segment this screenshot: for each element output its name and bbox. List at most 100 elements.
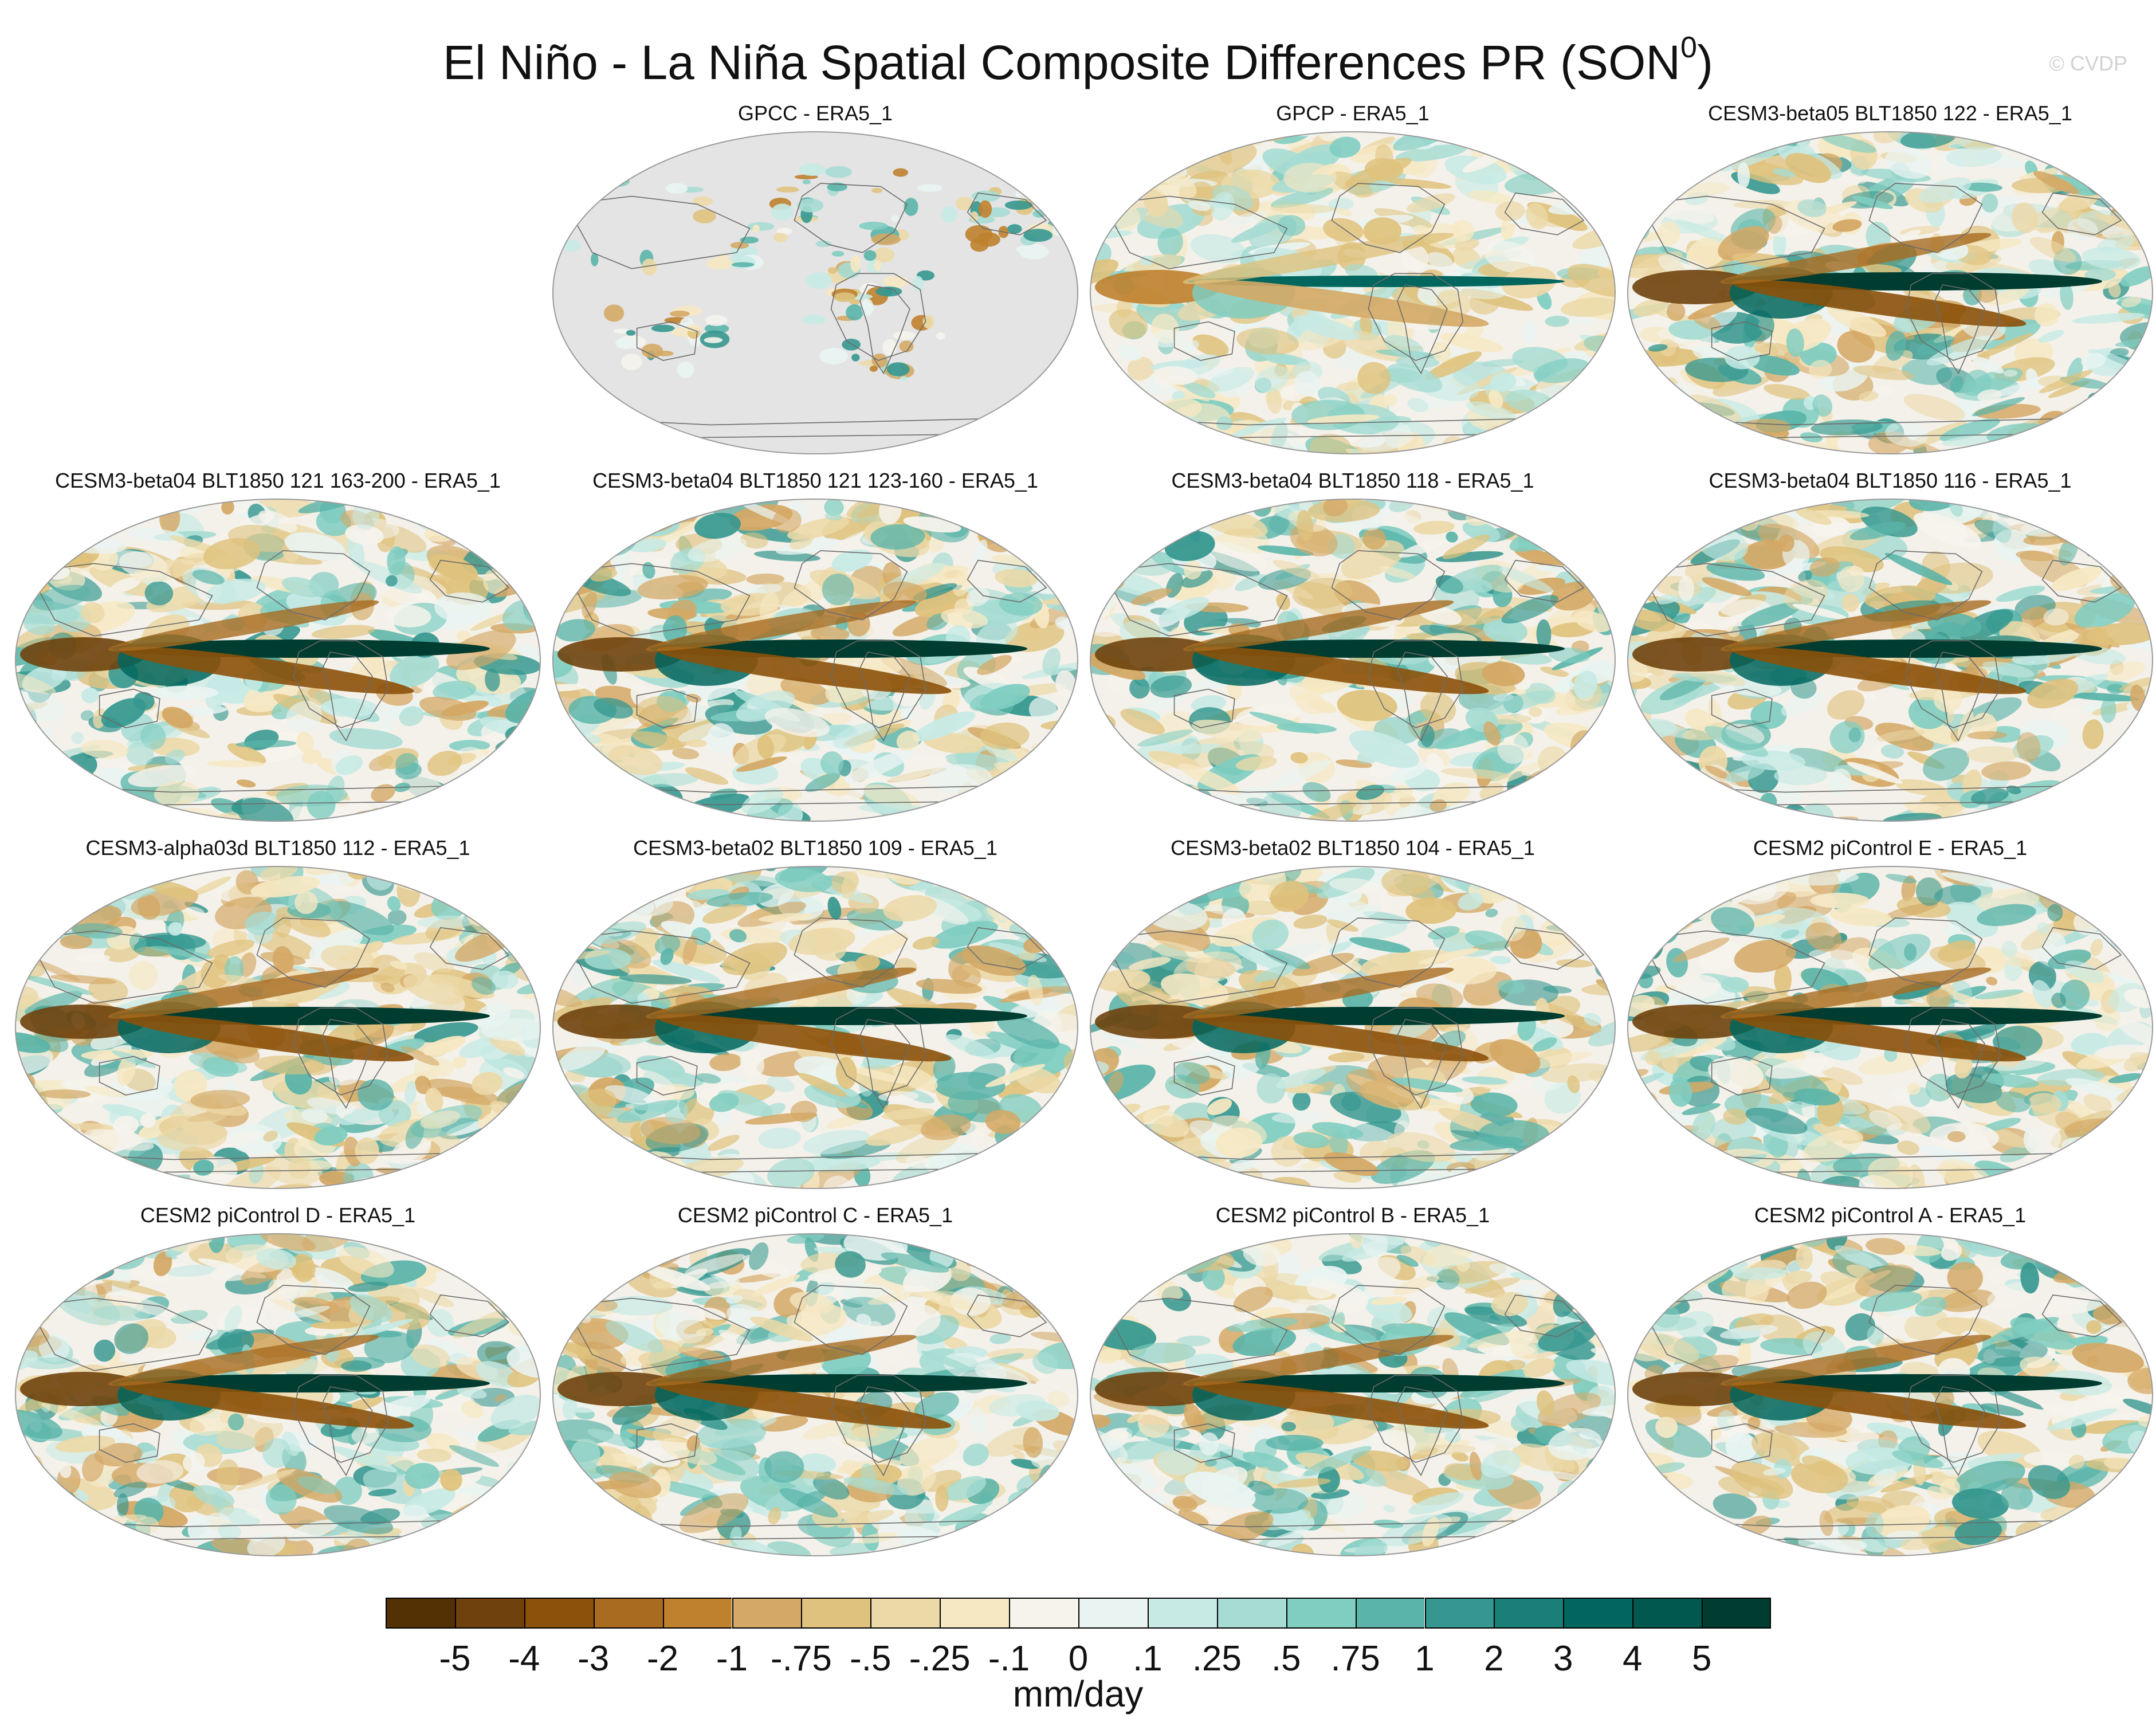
anomaly-patch — [686, 324, 701, 332]
anomaly-patch — [2086, 517, 2150, 527]
australia-outline — [1173, 321, 1235, 361]
anomaly-patch — [227, 1413, 244, 1431]
anomaly-patch — [1543, 150, 1599, 176]
anomaly-patch — [1293, 1132, 1329, 1148]
anomaly-patch — [1868, 933, 1931, 972]
south-america-outline — [1397, 1019, 1448, 1109]
anomaly-patch — [553, 558, 596, 576]
anomaly-patch — [482, 906, 540, 935]
anomaly-patch — [2127, 903, 2153, 913]
anomaly-patch — [351, 1425, 379, 1445]
anomaly-patch — [1184, 560, 1202, 580]
anomaly-patch — [1328, 198, 1354, 211]
anomaly-patch — [2131, 365, 2153, 394]
anomaly-patch — [1965, 370, 1992, 394]
anomaly-patch — [1706, 562, 1765, 581]
anomaly-patch — [1231, 942, 1301, 974]
anomaly-patch — [33, 779, 62, 787]
anomaly-patch — [1528, 707, 1542, 717]
anomaly-patch — [2102, 1154, 2119, 1184]
anomaly-patch — [1252, 919, 1289, 951]
spcz-dry-anomaly — [119, 1014, 414, 1062]
anomaly-patch — [1828, 768, 1852, 795]
anomaly-patch — [1231, 417, 1287, 437]
anomaly-patch — [802, 179, 811, 185]
map-border — [552, 866, 1078, 1189]
anomaly-patch — [1184, 382, 1216, 398]
anomaly-patch — [1254, 965, 1295, 982]
anomaly-patch — [1786, 328, 1804, 357]
anomaly-patch — [1753, 342, 1795, 357]
anomaly-patch — [2002, 866, 2031, 880]
anomaly-patch — [481, 1018, 540, 1041]
anomaly-patch — [128, 811, 175, 821]
panel-title: CESM3-beta04 BLT1850 118 - ERA5_1 — [1171, 469, 1534, 492]
anomaly-patch — [1048, 1106, 1078, 1117]
anomaly-patch — [1053, 221, 1065, 237]
anomaly-patch — [1360, 1140, 1391, 1161]
anomaly-patch — [1567, 538, 1615, 558]
anomaly-patch — [513, 922, 540, 952]
anomaly-patch — [990, 794, 1036, 813]
anomaly-patch — [871, 353, 887, 368]
anomaly-patch — [39, 1089, 91, 1099]
anomaly-patch — [626, 329, 636, 336]
anomaly-patch — [1628, 764, 1671, 793]
anomaly-patch — [84, 513, 108, 539]
anomaly-patch — [2061, 1136, 2104, 1154]
anomaly-patch — [40, 797, 103, 813]
anomaly-patch — [776, 538, 841, 555]
anomaly-patch — [767, 1158, 815, 1188]
anomaly-patch — [1420, 692, 1456, 724]
anomaly-patch — [1635, 1155, 1662, 1166]
anomaly-patch — [1018, 1149, 1078, 1169]
anomaly-patch — [497, 508, 537, 533]
anomaly-patch — [1090, 1183, 1156, 1188]
anomaly-patch — [1387, 1132, 1456, 1163]
anomaly-patch — [1942, 924, 1961, 935]
anomaly-patch — [1385, 178, 1452, 189]
anomaly-patch — [1506, 1174, 1523, 1188]
anomaly-patch — [1794, 508, 1832, 525]
anomaly-patch — [985, 1064, 1046, 1088]
anomaly-patch — [740, 236, 759, 244]
anomaly-patch — [69, 1123, 114, 1131]
anomaly-patch — [809, 1154, 880, 1171]
anomaly-patch — [1682, 1103, 1721, 1115]
anomaly-patch — [1098, 523, 1130, 534]
anomaly-patch — [1545, 316, 1570, 327]
anomaly-patch — [997, 1015, 1060, 1049]
anomaly-patch — [1774, 766, 1828, 786]
anomaly-patch — [913, 276, 924, 292]
anomaly-patch — [1035, 811, 1055, 821]
anomaly-patch — [1096, 969, 1150, 993]
anomaly-patch — [1628, 1033, 1674, 1052]
anomaly-patch — [1384, 335, 1424, 358]
anomaly-patch — [486, 1164, 533, 1188]
anomaly-patch — [144, 581, 174, 606]
anomaly-patch — [463, 802, 519, 821]
anomaly-patch — [1090, 559, 1124, 580]
anomaly-patch — [1055, 670, 1077, 699]
anomaly-patch — [1497, 979, 1526, 994]
anomaly-patch — [1293, 315, 1360, 340]
anomaly-patch — [1669, 1077, 1692, 1107]
anomaly-patch — [1741, 602, 1802, 627]
anomaly-patch — [1941, 872, 2010, 889]
anomaly-patch — [2012, 202, 2038, 234]
north-america-outline — [1331, 183, 1446, 253]
anomaly-patch — [140, 1113, 156, 1128]
anomaly-patch — [59, 1461, 72, 1478]
anomaly-patch — [1967, 731, 2007, 740]
anomaly-patch — [972, 539, 988, 566]
anomaly-patch — [488, 880, 540, 903]
anomaly-patch — [116, 1493, 129, 1517]
anomaly-patch — [1167, 380, 1209, 402]
anomaly-patch — [1544, 880, 1585, 902]
europe-outline — [429, 927, 510, 970]
anomaly-patch — [709, 1093, 739, 1112]
anomaly-patch — [2053, 793, 2114, 821]
anomaly-patch — [1996, 1091, 2031, 1113]
south-america-outline — [1397, 652, 1448, 742]
anomaly-patch — [378, 723, 395, 732]
